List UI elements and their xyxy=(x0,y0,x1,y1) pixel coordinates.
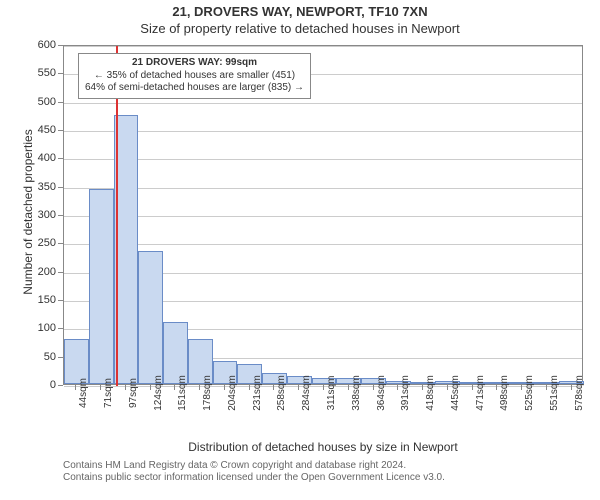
xtick-mark xyxy=(75,385,76,390)
chart-container: 21, DROVERS WAY, NEWPORT, TF10 7XN Size … xyxy=(0,0,600,500)
xtick-label: 391sqm xyxy=(400,375,411,411)
attribution: Contains HM Land Registry data © Crown c… xyxy=(63,460,445,484)
xtick-mark xyxy=(422,385,423,390)
ytick-label: 600 xyxy=(28,39,56,51)
xtick-label: 418sqm xyxy=(425,375,436,411)
histogram-bar xyxy=(138,251,163,384)
xtick-label: 258sqm xyxy=(276,375,287,411)
xtick-label: 178sqm xyxy=(202,375,213,411)
xtick-label: 498sqm xyxy=(499,375,510,411)
xtick-label: 284sqm xyxy=(301,375,312,411)
xtick-label: 71sqm xyxy=(103,378,114,408)
ytick-label: 300 xyxy=(28,209,56,221)
xtick-mark xyxy=(100,385,101,390)
xtick-mark xyxy=(571,385,572,390)
attribution-line1: Contains HM Land Registry data © Crown c… xyxy=(63,460,406,471)
xtick-label: 311sqm xyxy=(326,376,337,411)
info-line3: 64% of semi-detached houses are larger (… xyxy=(85,82,304,93)
xtick-label: 471sqm xyxy=(475,375,486,411)
ytick-mark xyxy=(58,215,63,216)
xtick-mark xyxy=(546,385,547,390)
ytick-mark xyxy=(58,45,63,46)
gridline xyxy=(64,244,582,245)
xtick-mark xyxy=(249,385,250,390)
ytick-mark xyxy=(58,357,63,358)
xtick-mark xyxy=(224,385,225,390)
xtick-label: 525sqm xyxy=(524,375,535,411)
ytick-label: 100 xyxy=(28,322,56,334)
ytick-mark xyxy=(58,130,63,131)
gridline xyxy=(64,216,582,217)
gridline xyxy=(64,159,582,160)
ytick-label: 350 xyxy=(28,181,56,193)
gridline xyxy=(64,188,582,189)
ytick-label: 250 xyxy=(28,237,56,249)
ytick-mark xyxy=(58,300,63,301)
ytick-mark xyxy=(58,243,63,244)
gridline xyxy=(64,46,582,47)
chart-title-sub: Size of property relative to detached ho… xyxy=(0,19,600,36)
xtick-mark xyxy=(496,385,497,390)
ytick-mark xyxy=(58,102,63,103)
ytick-label: 0 xyxy=(28,379,56,391)
xtick-mark xyxy=(447,385,448,390)
ytick-mark xyxy=(58,385,63,386)
xtick-label: 364sqm xyxy=(376,375,387,411)
xtick-label: 97sqm xyxy=(128,378,139,408)
ytick-mark xyxy=(58,187,63,188)
ytick-label: 500 xyxy=(28,96,56,108)
xtick-label: 551sqm xyxy=(549,375,560,411)
xtick-mark xyxy=(373,385,374,390)
xtick-mark xyxy=(273,385,274,390)
gridline xyxy=(64,131,582,132)
info-box: 21 DROVERS WAY: 99sqm ← 35% of detached … xyxy=(78,53,311,99)
histogram-bar xyxy=(89,189,114,385)
xtick-mark xyxy=(521,385,522,390)
xtick-label: 338sqm xyxy=(351,375,362,411)
xtick-label: 578sqm xyxy=(574,375,585,411)
xtick-label: 445sqm xyxy=(450,375,461,411)
ytick-mark xyxy=(58,158,63,159)
xtick-label: 231sqm xyxy=(252,375,263,411)
xtick-mark xyxy=(125,385,126,390)
xtick-mark xyxy=(199,385,200,390)
ytick-mark xyxy=(58,73,63,74)
xtick-mark xyxy=(150,385,151,390)
ytick-label: 50 xyxy=(28,351,56,363)
ytick-label: 200 xyxy=(28,266,56,278)
ytick-mark xyxy=(58,328,63,329)
ytick-label: 450 xyxy=(28,124,56,136)
info-line2: ← 35% of detached houses are smaller (45… xyxy=(94,70,295,81)
xtick-label: 44sqm xyxy=(78,378,89,408)
xtick-mark xyxy=(323,385,324,390)
gridline xyxy=(64,103,582,104)
xtick-label: 151sqm xyxy=(177,375,188,411)
ytick-label: 150 xyxy=(28,294,56,306)
xtick-mark xyxy=(174,385,175,390)
chart-title-main: 21, DROVERS WAY, NEWPORT, TF10 7XN xyxy=(0,0,600,19)
ytick-label: 550 xyxy=(28,67,56,79)
attribution-line2: Contains public sector information licen… xyxy=(63,472,445,483)
xtick-mark xyxy=(298,385,299,390)
xtick-mark xyxy=(472,385,473,390)
xtick-label: 124sqm xyxy=(153,375,164,411)
info-line1: 21 DROVERS WAY: 99sqm xyxy=(85,57,304,70)
xtick-label: 204sqm xyxy=(227,375,238,411)
xtick-mark xyxy=(397,385,398,390)
ytick-mark xyxy=(58,272,63,273)
ytick-label: 400 xyxy=(28,152,56,164)
x-axis-label: Distribution of detached houses by size … xyxy=(63,440,583,454)
xtick-mark xyxy=(348,385,349,390)
